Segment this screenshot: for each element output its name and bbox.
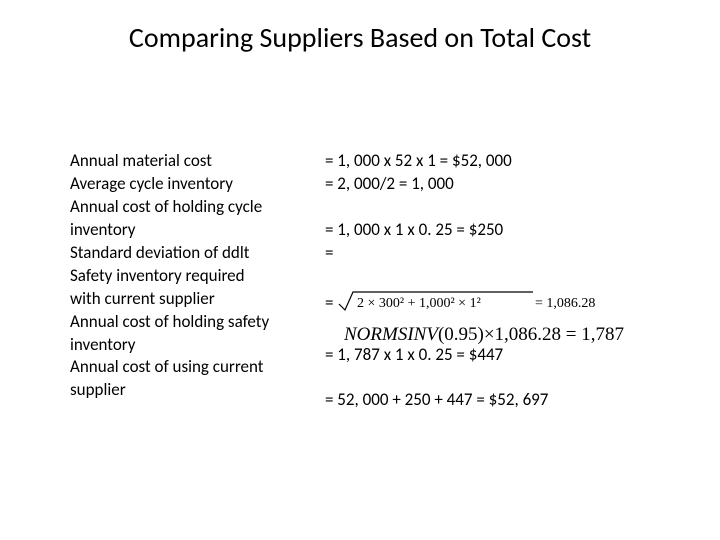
- normsinv-formula: NORMSINV(0.95)×1,086.28 = 1,787: [344, 322, 624, 348]
- label-total-cost-a: Annual cost of using current: [70, 356, 325, 379]
- labels-column: Annual material cost Average cycle inven…: [70, 150, 325, 412]
- values-column: = 1, 000 x 52 x 1 = $52, 000 = 2, 000/2 …: [325, 150, 680, 412]
- value-holding-cycle: = 1, 000 x 1 x 0. 25 = $250: [325, 219, 680, 242]
- sqrt-result-text: = 1,086.28: [535, 296, 595, 311]
- value-empty-2: [325, 265, 680, 288]
- slide-title: Comparing Suppliers Based on Total Cost: [0, 20, 720, 55]
- value-empty-4: [325, 366, 680, 389]
- value-material-cost: = 1, 000 x 52 x 1 = $52, 000: [325, 150, 680, 173]
- sqrt-formula: 2 × 300² + 1,000² × 1² = 1,086.28: [337, 288, 617, 321]
- label-safety-inv-a: Safety inventory required: [70, 265, 325, 288]
- label-avg-cycle-inventory: Average cycle inventory: [70, 173, 325, 196]
- normsinv-arg: 0.95: [444, 324, 477, 345]
- label-holding-safety-a: Annual cost of holding safety: [70, 311, 325, 334]
- label-holding-cycle-a: Annual cost of holding cycle: [70, 196, 325, 219]
- label-total-cost-b: supplier: [70, 379, 325, 402]
- slide: { "title": "Comparing Suppliers Based on…: [0, 0, 720, 540]
- value-stddev-ddlt: =: [325, 242, 680, 265]
- value-safety-inv: = 2 × 300² + 1,000² × 1² = 1,086.28: [325, 288, 680, 321]
- label-stddev-ddlt: Standard deviation of ddlt: [70, 242, 325, 265]
- label-material-cost: Annual material cost: [70, 150, 325, 173]
- label-holding-safety-b: inventory: [70, 334, 325, 357]
- label-holding-cycle-b: inventory: [70, 219, 325, 242]
- sqrt-inner-text: 2 × 300² + 1,000² × 1²: [357, 296, 481, 311]
- value-avg-cycle-inventory: = 2, 000/2 = 1, 000: [325, 173, 680, 196]
- value-safety-inv-eq: =: [325, 292, 333, 313]
- value-empty-1: [325, 196, 680, 219]
- value-total-cost: = 52, 000 + 250 + 447 = $52, 697: [325, 389, 680, 412]
- normsinv-rest: ×1,086.28 = 1,787: [484, 324, 624, 345]
- slide-body: Annual material cost Average cycle inven…: [70, 150, 680, 412]
- label-safety-inv-b: with current supplier: [70, 288, 325, 311]
- normsinv-fn: NORMSINV: [344, 324, 438, 345]
